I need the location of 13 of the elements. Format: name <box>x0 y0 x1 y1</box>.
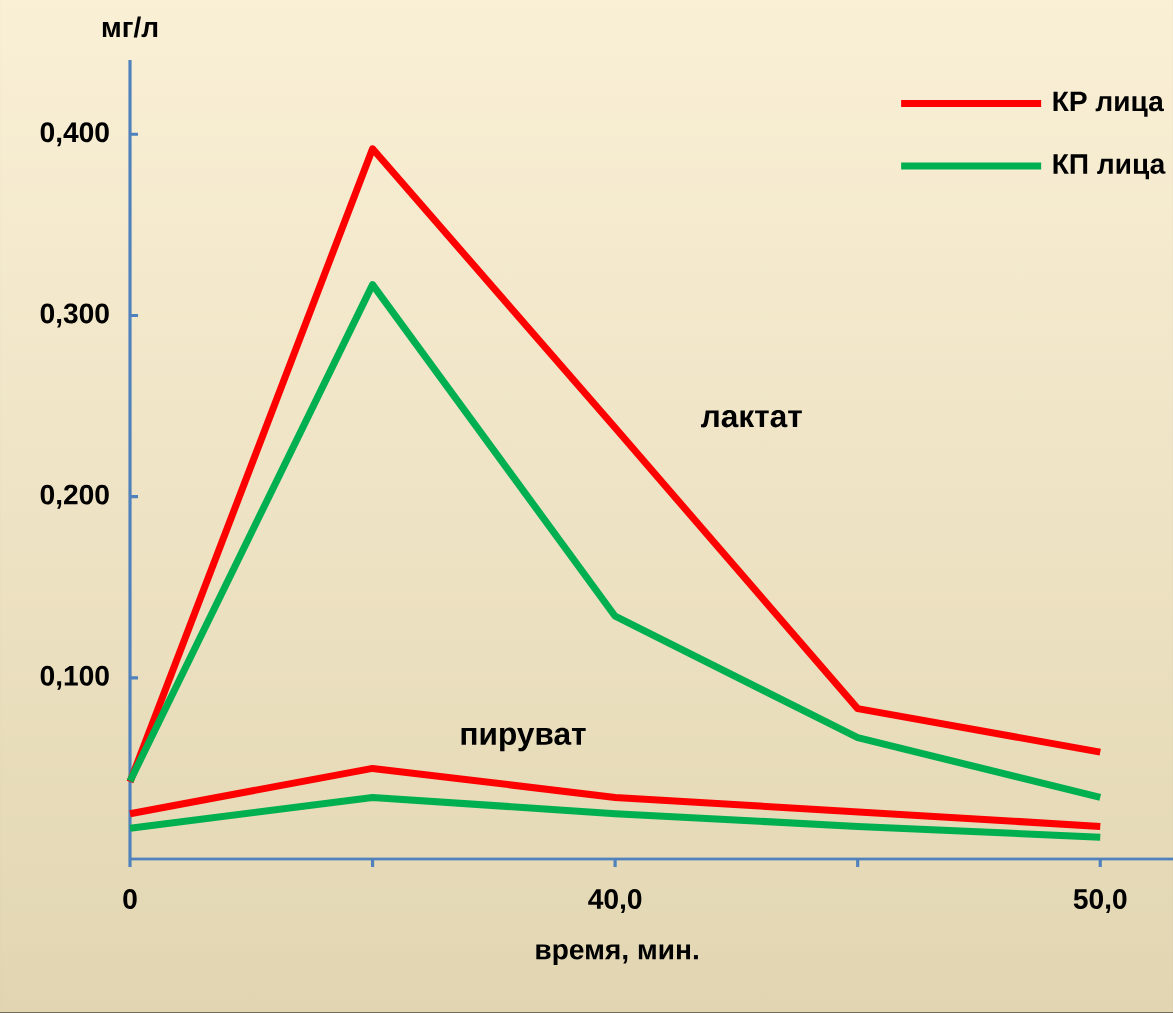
legend-label: КР лица <box>1053 91 1164 117</box>
y-tick-label: 0,400 <box>40 122 109 147</box>
x-tick-label: 0 <box>123 889 137 909</box>
annotation: лактат <box>700 410 802 428</box>
y-tick-label: 0,300 <box>40 303 109 328</box>
x-tick-label: 50,0 <box>1073 889 1127 914</box>
x-tick-label: 40,0 <box>588 889 642 914</box>
y-axis-title: мг/л <box>102 16 158 38</box>
x-axis-title: время, мин. <box>536 944 698 966</box>
y-tick-label: 0,100 <box>40 665 109 690</box>
annotation: пируват <box>461 727 586 752</box>
y-tick-label: 0,200 <box>40 484 109 509</box>
legend-label: КП лица <box>1053 154 1166 180</box>
